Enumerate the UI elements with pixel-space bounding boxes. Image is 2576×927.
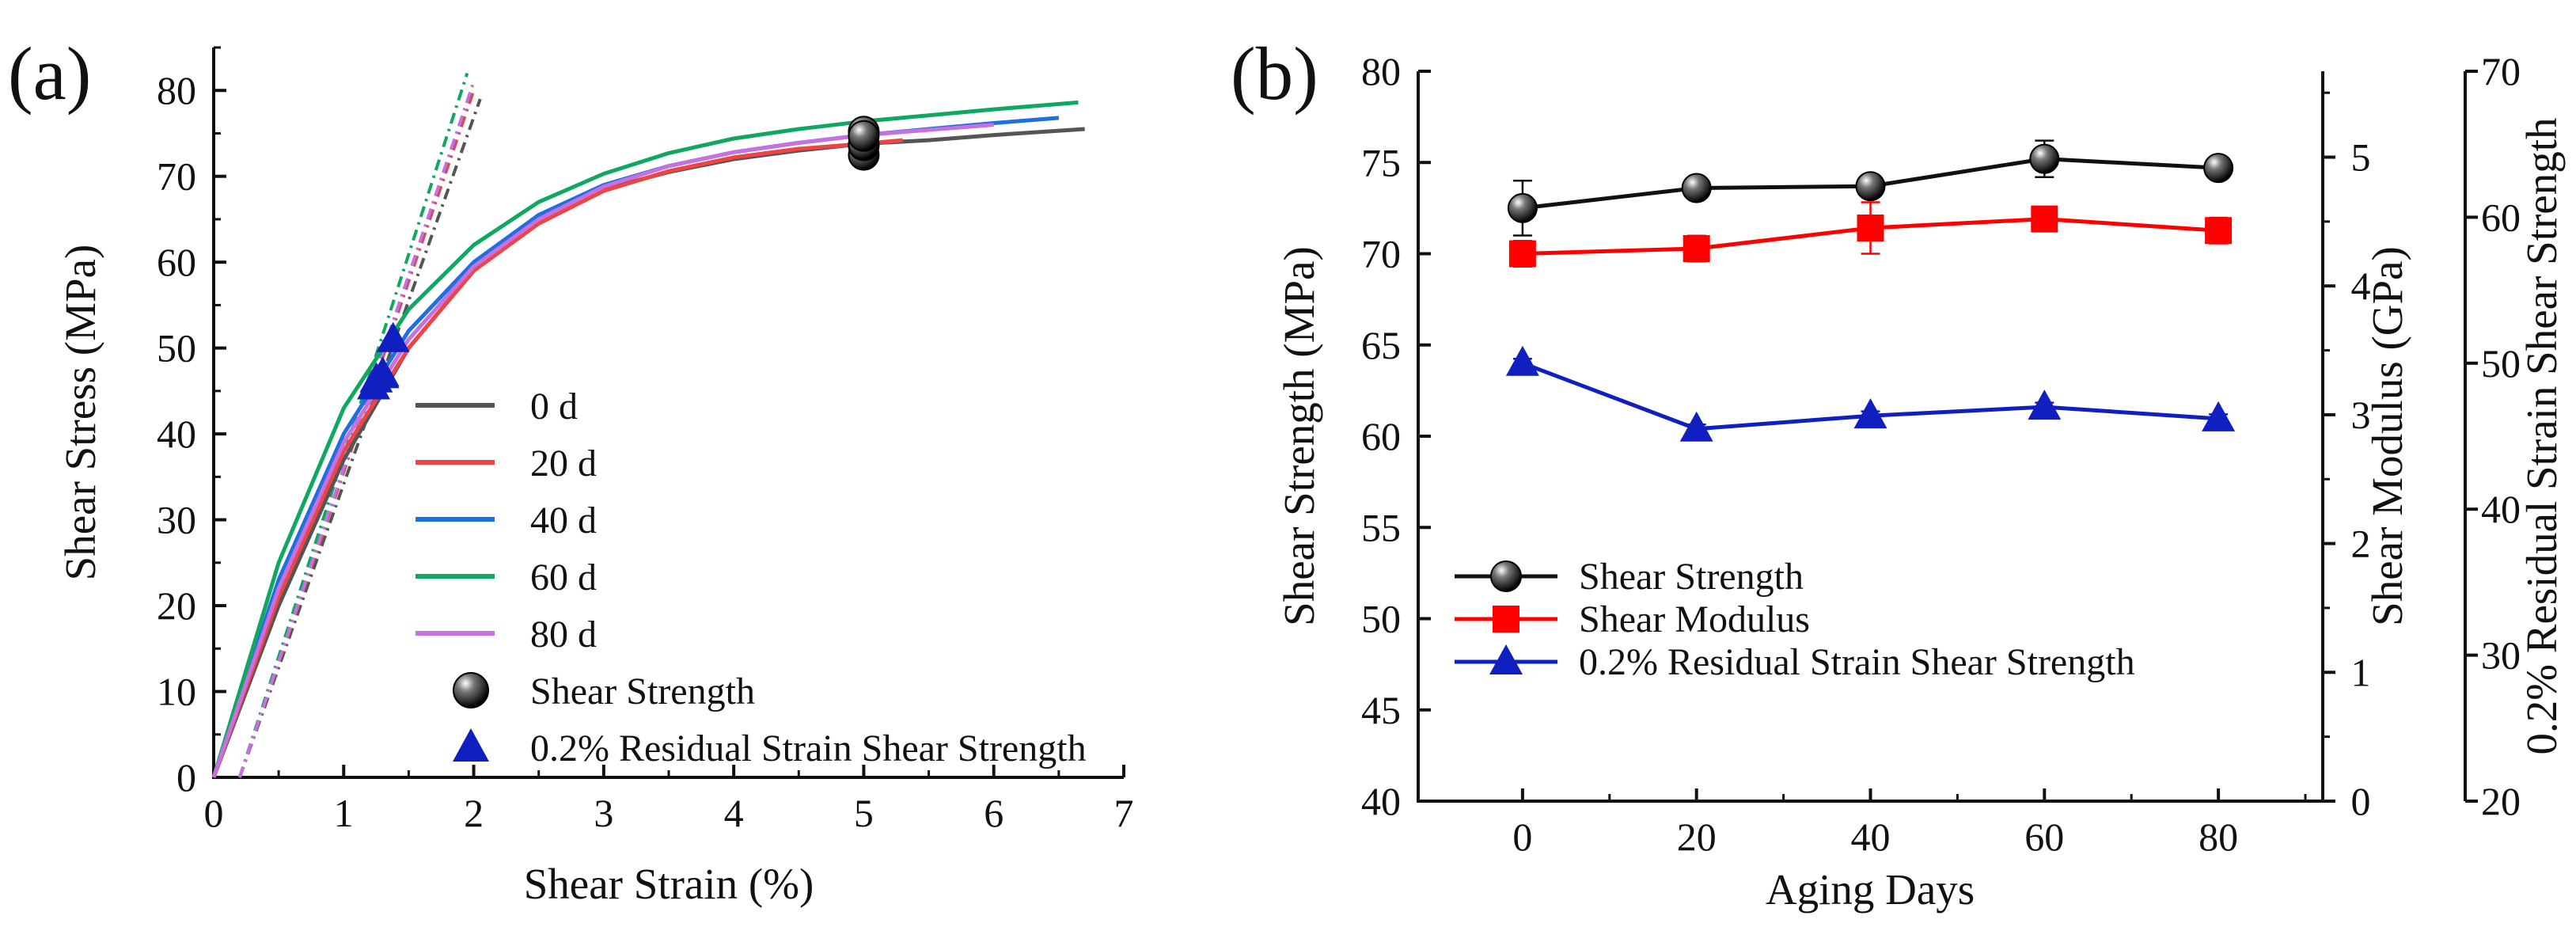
y-left-tick-label: 80 bbox=[1361, 49, 1401, 93]
legend-label: Shear Strength bbox=[1579, 556, 1804, 598]
y-tick-label: 0 bbox=[176, 755, 196, 800]
panel-label-a: (a) bbox=[8, 32, 91, 116]
shear-modulus-point bbox=[1683, 235, 1710, 263]
legend-swatch bbox=[453, 672, 489, 709]
residual-strength-point bbox=[1679, 411, 1713, 442]
legend-label: 0.2% Residual Strain Shear Strength bbox=[1579, 641, 2135, 683]
shear-modulus-point bbox=[1857, 215, 1884, 242]
y-left-tick-label: 50 bbox=[1361, 597, 1401, 641]
legend-label: Shear Modulus bbox=[1579, 598, 1810, 640]
y-tick-label: 40 bbox=[157, 412, 196, 456]
y-tick-label: 60 bbox=[157, 240, 196, 284]
x-tick-label: 0 bbox=[204, 791, 224, 835]
chart-a-y-label: Shear Stress (MPa) bbox=[56, 245, 104, 581]
y-right2-tick-label: 40 bbox=[2481, 487, 2521, 531]
offset-line bbox=[237, 98, 482, 778]
y-right2-tick-label: 70 bbox=[2481, 49, 2521, 93]
y-left-tick-label: 60 bbox=[1361, 414, 1401, 458]
x-tick-label: 7 bbox=[1114, 791, 1134, 835]
shear-modulus-point bbox=[2031, 205, 2058, 233]
y-left-tick-label: 70 bbox=[1361, 232, 1401, 276]
y-right1-tick-label: 0 bbox=[2351, 779, 2371, 823]
residual-strength-point bbox=[1505, 345, 1539, 376]
y-right2-tick-label: 30 bbox=[2481, 633, 2521, 678]
y-tick-label: 10 bbox=[157, 670, 196, 714]
shear-modulus-point bbox=[1508, 240, 1536, 268]
x-tick-label: 20 bbox=[1677, 815, 1717, 859]
residual-strength-point bbox=[1853, 398, 1887, 429]
shear-strength-point bbox=[2203, 153, 2234, 184]
chart-b-y-left-label: Shear Strength (MPa) bbox=[1275, 246, 1323, 626]
y-right2-tick-label: 20 bbox=[2481, 779, 2521, 823]
y-right2-tick-label: 60 bbox=[2481, 195, 2521, 239]
shear-strength-point bbox=[2029, 143, 2060, 174]
shear-strength-point bbox=[1855, 171, 1886, 202]
x-tick-label: 2 bbox=[464, 791, 484, 835]
y-right2-tick-label: 50 bbox=[2481, 341, 2521, 386]
x-tick-label: 0 bbox=[1512, 815, 1532, 859]
residual-strength-point bbox=[2028, 389, 2062, 420]
legend-label: 40 d bbox=[530, 500, 597, 541]
x-tick-label: 5 bbox=[854, 791, 874, 835]
y-left-tick-label: 75 bbox=[1361, 140, 1401, 184]
legend-marker bbox=[1489, 644, 1523, 674]
legend-label: 0.2% Residual Strain Shear Strength bbox=[530, 728, 1087, 769]
legend-marker bbox=[1493, 606, 1519, 633]
chart-b-y-right2-label: 0.2% Residual Strain Shear Strength bbox=[2517, 117, 2566, 754]
legend-marker bbox=[1490, 560, 1522, 592]
x-tick-label: 80 bbox=[2199, 815, 2238, 859]
y-left-tick-label: 65 bbox=[1361, 323, 1401, 367]
y-left-tick-label: 40 bbox=[1361, 779, 1401, 823]
y-tick-label: 30 bbox=[157, 498, 196, 542]
y-tick-label: 20 bbox=[157, 583, 196, 628]
legend-label: 20 d bbox=[530, 443, 597, 484]
y-left-tick-label: 55 bbox=[1361, 505, 1401, 549]
shear-modulus-point bbox=[2205, 217, 2233, 245]
chart-b-x-label: Aging Days bbox=[1766, 865, 1975, 914]
y-right1-tick-label: 5 bbox=[2351, 135, 2371, 180]
y-right1-tick-label: 1 bbox=[2351, 650, 2371, 694]
residual-strength-point bbox=[376, 321, 410, 352]
legend-label: Shear Strength bbox=[530, 671, 755, 712]
residual-strength-point bbox=[366, 358, 400, 389]
residual-strength-point bbox=[2202, 401, 2236, 431]
x-tick-label: 40 bbox=[1851, 815, 1891, 859]
panel-label-b: (b) bbox=[1231, 32, 1318, 116]
x-tick-label: 1 bbox=[334, 791, 354, 835]
shear-strength-point bbox=[1681, 173, 1712, 203]
y-left-tick-label: 45 bbox=[1361, 688, 1401, 732]
y-right1-tick-label: 3 bbox=[2351, 393, 2371, 437]
legend-swatch bbox=[453, 728, 489, 762]
y-tick-label: 50 bbox=[157, 326, 196, 370]
legend-label: 60 d bbox=[530, 557, 597, 598]
legend-label: 0 d bbox=[530, 386, 578, 427]
chart-a-x-label: Shear Strain (%) bbox=[524, 860, 814, 908]
chart-b-y-right1-label: Shear Modulus (GPa) bbox=[2363, 246, 2411, 626]
x-tick-label: 4 bbox=[724, 791, 744, 835]
y-right1-tick-label: 2 bbox=[2351, 522, 2371, 566]
shear-strength-point bbox=[1507, 192, 1538, 223]
shear-strength-point bbox=[848, 120, 880, 152]
x-tick-label: 6 bbox=[984, 791, 1003, 835]
chart-a-axes bbox=[212, 47, 1124, 779]
x-tick-label: 3 bbox=[594, 791, 613, 835]
legend-label: 80 d bbox=[530, 614, 597, 655]
chart-a: 0 1 2 3 4 5 6 7 0 10 20 30 40 50 60 70 80 Shear Strain … bbox=[56, 46, 1134, 908]
series-line bbox=[211, 100, 1079, 778]
y-tick-label: 70 bbox=[157, 154, 196, 199]
x-tick-label: 60 bbox=[2024, 815, 2064, 859]
y-right1-tick-label: 4 bbox=[2351, 264, 2371, 308]
y-tick-label: 80 bbox=[157, 68, 196, 112]
series-line bbox=[211, 138, 903, 778]
